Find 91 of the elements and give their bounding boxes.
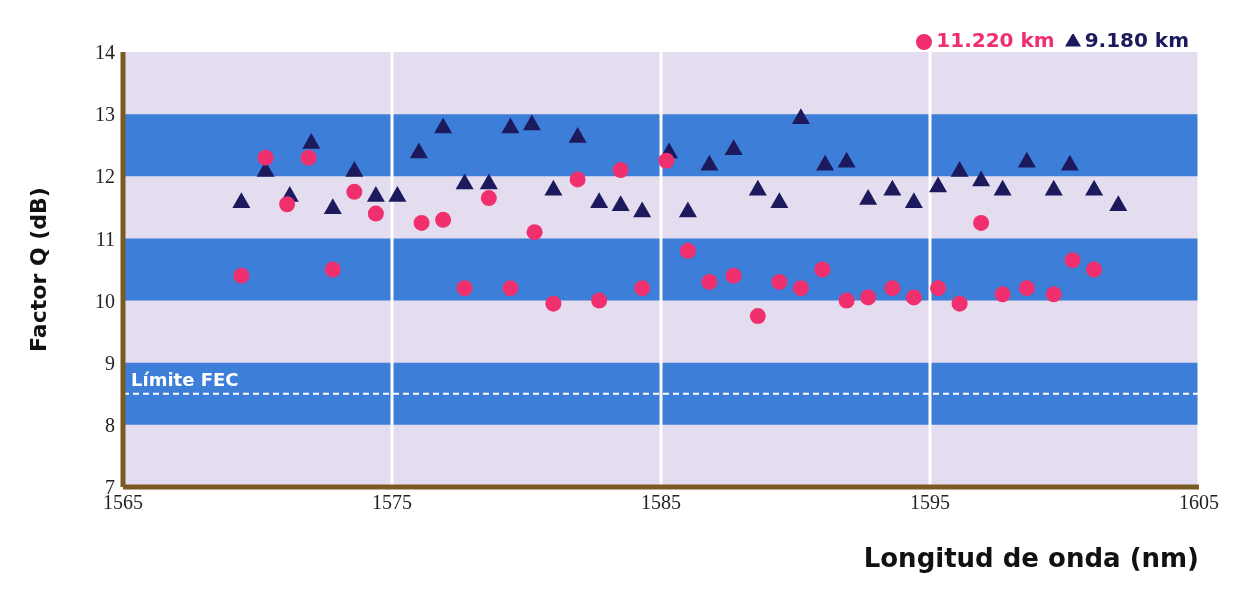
x-tick-label: 1605 bbox=[1179, 491, 1219, 514]
point bbox=[502, 280, 519, 297]
point bbox=[1018, 280, 1035, 297]
point bbox=[366, 185, 385, 202]
point bbox=[770, 192, 789, 208]
point bbox=[526, 224, 543, 241]
x-axis-title: Longitud de onda (nm) bbox=[863, 543, 1199, 573]
x-tick-label: 1595 bbox=[910, 491, 950, 514]
point bbox=[591, 292, 608, 309]
point bbox=[993, 179, 1012, 196]
point bbox=[994, 286, 1011, 303]
point bbox=[1060, 154, 1079, 171]
point bbox=[611, 195, 630, 211]
point bbox=[367, 205, 384, 222]
point bbox=[749, 308, 766, 325]
point bbox=[816, 154, 835, 171]
point bbox=[479, 173, 498, 190]
point bbox=[930, 280, 947, 297]
point bbox=[434, 117, 453, 134]
point bbox=[678, 201, 697, 218]
point bbox=[302, 133, 321, 149]
point bbox=[1085, 179, 1104, 196]
point bbox=[232, 192, 251, 208]
point bbox=[324, 261, 341, 278]
y-tick-label: 9 bbox=[105, 351, 115, 374]
legend-label: 11.220 km bbox=[936, 28, 1055, 52]
point bbox=[973, 214, 990, 231]
point bbox=[279, 196, 296, 213]
point bbox=[456, 280, 473, 297]
point bbox=[480, 190, 497, 207]
point bbox=[633, 201, 652, 218]
point bbox=[658, 152, 675, 169]
y-tick-label: 12 bbox=[95, 165, 115, 188]
point bbox=[883, 179, 902, 196]
point bbox=[568, 126, 587, 143]
point bbox=[679, 242, 696, 259]
y-tick-label: 13 bbox=[95, 103, 115, 126]
point bbox=[701, 273, 718, 290]
x-tick-label: 1585 bbox=[641, 491, 681, 514]
y-tick-label: 8 bbox=[105, 413, 115, 436]
ref-line-label: Límite FEC bbox=[131, 368, 239, 390]
point bbox=[435, 211, 452, 228]
point bbox=[884, 280, 901, 297]
point bbox=[1109, 195, 1128, 211]
point bbox=[388, 185, 407, 202]
point bbox=[905, 289, 922, 306]
point bbox=[545, 295, 562, 312]
y-tick-label: 14 bbox=[95, 41, 115, 64]
point bbox=[700, 154, 719, 171]
point bbox=[748, 179, 767, 196]
point bbox=[522, 114, 541, 131]
point bbox=[814, 261, 831, 278]
point bbox=[612, 162, 629, 179]
point bbox=[569, 171, 586, 188]
point bbox=[590, 192, 609, 208]
point bbox=[859, 189, 878, 205]
point bbox=[838, 292, 855, 309]
point bbox=[929, 176, 948, 193]
point bbox=[724, 139, 743, 156]
point bbox=[634, 280, 651, 297]
x-tick-label: 1575 bbox=[372, 491, 412, 514]
point bbox=[501, 117, 520, 134]
point bbox=[1044, 179, 1063, 196]
point bbox=[771, 273, 788, 290]
legend-label: 9.180 km bbox=[1084, 28, 1189, 52]
point bbox=[455, 173, 474, 190]
point bbox=[791, 108, 810, 124]
point bbox=[300, 149, 317, 166]
point bbox=[1064, 252, 1081, 269]
point bbox=[725, 267, 742, 284]
point bbox=[1086, 261, 1103, 278]
point bbox=[257, 149, 274, 166]
y-tick-label: 10 bbox=[95, 289, 115, 312]
point bbox=[792, 280, 809, 297]
point bbox=[904, 192, 923, 208]
point bbox=[950, 161, 969, 177]
point bbox=[1017, 151, 1036, 168]
point bbox=[860, 289, 877, 306]
point bbox=[413, 214, 430, 231]
point bbox=[346, 183, 363, 200]
point bbox=[409, 142, 428, 159]
point bbox=[323, 198, 342, 215]
y-axis-title: Factor Q (dB) bbox=[25, 187, 51, 352]
point bbox=[1045, 286, 1062, 303]
point bbox=[837, 151, 856, 168]
point bbox=[951, 295, 968, 312]
y-tick-label: 11 bbox=[95, 227, 115, 250]
point bbox=[972, 170, 991, 187]
point bbox=[544, 179, 563, 196]
point bbox=[233, 267, 250, 284]
point bbox=[345, 161, 364, 177]
